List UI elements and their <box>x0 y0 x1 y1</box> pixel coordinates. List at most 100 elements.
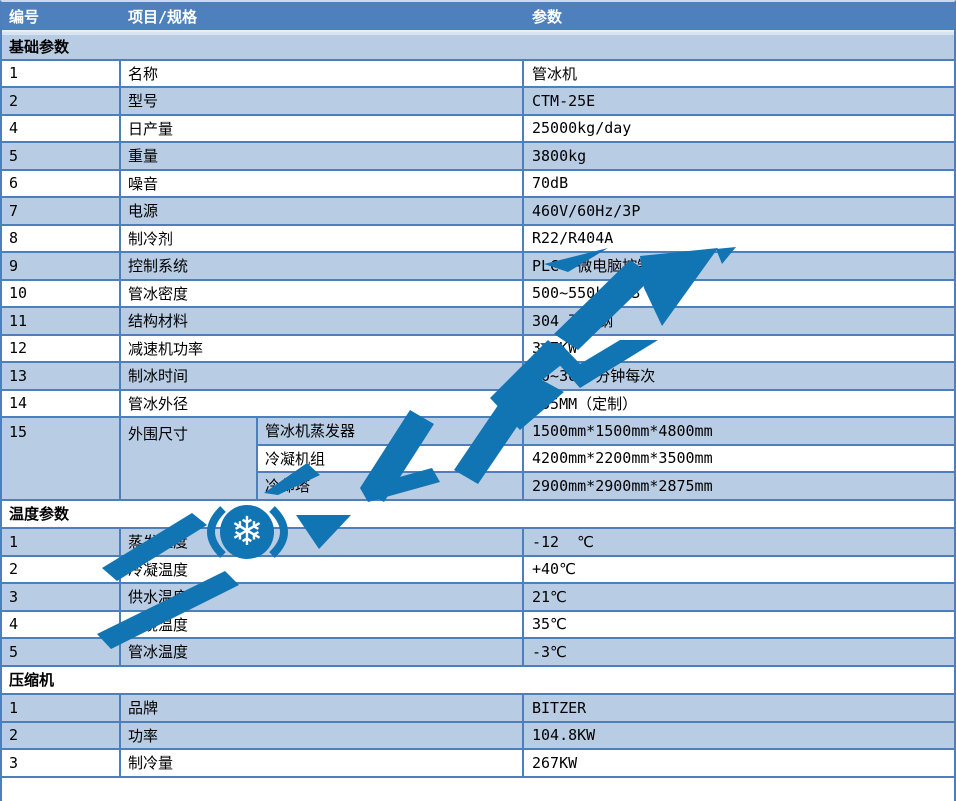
item-cell: 功率 <box>121 722 524 748</box>
col-header-item: 项目/规格 <box>128 7 198 26</box>
value-cell: -12 ℃ <box>532 532 594 551</box>
table-row: 2 冷凝温度 +40℃ <box>2 556 954 584</box>
col-header-no: 编号 <box>9 7 40 26</box>
value-cell: R22/R404A <box>532 229 614 248</box>
sub-row: 冷凝机组 4200mm*2200mm*3500mm <box>258 445 954 473</box>
table-row: 3 供水温度 21℃ <box>2 584 954 612</box>
value-cell: -3℃ <box>532 642 567 661</box>
item-cell: 制冷量 <box>121 750 524 776</box>
value-cell: 267KW <box>532 753 578 772</box>
item-cell: 名称 <box>121 60 524 86</box>
section-row-compressor: 压缩机 <box>2 666 954 695</box>
table-row: 1 蒸发温度 -12 ℃ <box>2 529 954 557</box>
table-row: 1 名称 管冰机 <box>2 60 954 88</box>
row-number-cell: 13 <box>2 363 121 389</box>
sub-row: 冷却塔 2900mm*2900mm*2875mm <box>258 473 954 499</box>
item-cell: 冷凝温度 <box>121 556 524 582</box>
row-number-cell: 3 <box>2 750 121 776</box>
value-cell: 20~30 分钟每次 <box>532 367 656 386</box>
value-cell: 460V/60Hz/3P <box>532 201 641 220</box>
value-cell: 304 不锈钢 <box>532 312 614 331</box>
row-number-cell: 1 <box>2 60 121 86</box>
value-cell: 管冰机 <box>532 64 578 83</box>
row-number-cell: 9 <box>2 253 121 279</box>
section-title: 基础参数 <box>9 38 70 57</box>
row-number-cell: 2 <box>2 88 121 114</box>
row-number-cell: 11 <box>2 308 121 334</box>
item-cell: 电源 <box>121 198 524 224</box>
item-cell: 重量 <box>121 143 524 169</box>
table-row: 4 环境温度 35℃ <box>2 611 954 639</box>
row-number-cell: 4 <box>2 611 121 637</box>
table-row: 12 减速机功率 3.7KW <box>2 335 954 363</box>
row-number-cell: 8 <box>2 225 121 251</box>
row-number-cell: 3 <box>2 584 121 610</box>
table-row: 3 制冷量 267KW <box>2 750 954 778</box>
value-cell: 3800kg <box>532 146 587 165</box>
value-cell: 25000kg/day <box>532 119 632 138</box>
row-number-cell: 12 <box>2 335 121 361</box>
item-cell: 制冷剂 <box>121 225 524 251</box>
row-number-cell: 6 <box>2 170 121 196</box>
item-cell: 控制系统 <box>121 253 524 279</box>
section-row-temperature: 温度参数 <box>2 500 954 529</box>
table-row: 2 型号 CTM-25E <box>2 88 954 116</box>
row-number-cell: 7 <box>2 198 121 224</box>
item-cell: 型号 <box>121 88 524 114</box>
section-row-basic: 基础参数 <box>2 32 954 61</box>
item-cell: 管冰外径 <box>121 390 524 416</box>
value-cell: 21℃ <box>532 587 567 606</box>
value-cell: BITZER <box>532 698 587 717</box>
item-cell: 减速机功率 <box>121 335 524 361</box>
item-cell: 外围尺寸 <box>121 418 258 499</box>
item-cell: 结构材料 <box>121 308 524 334</box>
table-row: 4 日产量 25000kg/day <box>2 115 954 143</box>
row-number-cell: 5 <box>2 143 121 169</box>
sub-rows: 管冰机蒸发器 1500mm*1500mm*4800mm 冷凝机组 4200mm*… <box>258 418 954 499</box>
item-cell: 日产量 <box>121 115 524 141</box>
col-header-param: 参数 <box>532 7 563 26</box>
table-row: 13 制冰时间 20~30 分钟每次 <box>2 363 954 391</box>
value-cell: 4200mm*2200mm*3500mm <box>532 449 713 468</box>
table-row: 5 管冰温度 -3℃ <box>2 639 954 667</box>
item-cell: 品牌 <box>121 695 524 721</box>
sub-row: 管冰机蒸发器 1500mm*1500mm*4800mm <box>258 418 954 446</box>
sub-item-cell: 冷凝机组 <box>258 445 524 471</box>
sub-item-cell: 冷却塔 <box>258 473 524 499</box>
value-cell: 1500mm*1500mm*4800mm <box>532 421 713 440</box>
item-cell: 制冰时间 <box>121 363 524 389</box>
value-cell: CTM-25E <box>532 91 596 110</box>
table-row: 1 品牌 BITZER <box>2 695 954 723</box>
value-cell: 70dB <box>532 174 569 193</box>
row-number-cell: 1 <box>2 695 121 721</box>
table-row: 11 结构材料 304 不锈钢 <box>2 308 954 336</box>
item-cell: 供水温度 <box>121 584 524 610</box>
item-cell: 蒸发温度 <box>121 529 524 555</box>
row-number-cell: 4 <box>2 115 121 141</box>
table-row: 5 重量 3800kg <box>2 143 954 171</box>
value-cell: 3.7KW <box>532 339 578 358</box>
value-cell: PLC 微电脑控制（LS） <box>532 257 701 276</box>
section-title: 压缩机 <box>9 671 55 690</box>
value-cell: Φ35MM（定制） <box>532 394 638 413</box>
value-cell: 2900mm*2900mm*2875mm <box>532 476 713 495</box>
row-number-cell: 1 <box>2 529 121 555</box>
table-row: 6 噪音 70dB <box>2 170 954 198</box>
row-number-cell: 14 <box>2 390 121 416</box>
value-cell: 104.8KW <box>532 726 596 745</box>
table-row: 2 功率 104.8KW <box>2 722 954 750</box>
table-row: 9 控制系统 PLC 微电脑控制（LS） <box>2 253 954 281</box>
table-row: 7 电源 460V/60Hz/3P <box>2 198 954 226</box>
table-row: 8 制冷剂 R22/R404A <box>2 225 954 253</box>
row-number-cell: 5 <box>2 639 121 665</box>
table-row: 10 管冰密度 500~550kg/m3 <box>2 280 954 308</box>
sub-item-cell: 管冰机蒸发器 <box>258 418 524 444</box>
value-cell: +40℃ <box>532 560 576 579</box>
item-cell: 环境温度 <box>121 611 524 637</box>
value-cell: 500~550kg/m3 <box>532 284 641 303</box>
item-cell: 管冰密度 <box>121 280 524 306</box>
row-number-cell: 2 <box>2 556 121 582</box>
row-number-cell: 10 <box>2 280 121 306</box>
row-number-cell: 2 <box>2 722 121 748</box>
